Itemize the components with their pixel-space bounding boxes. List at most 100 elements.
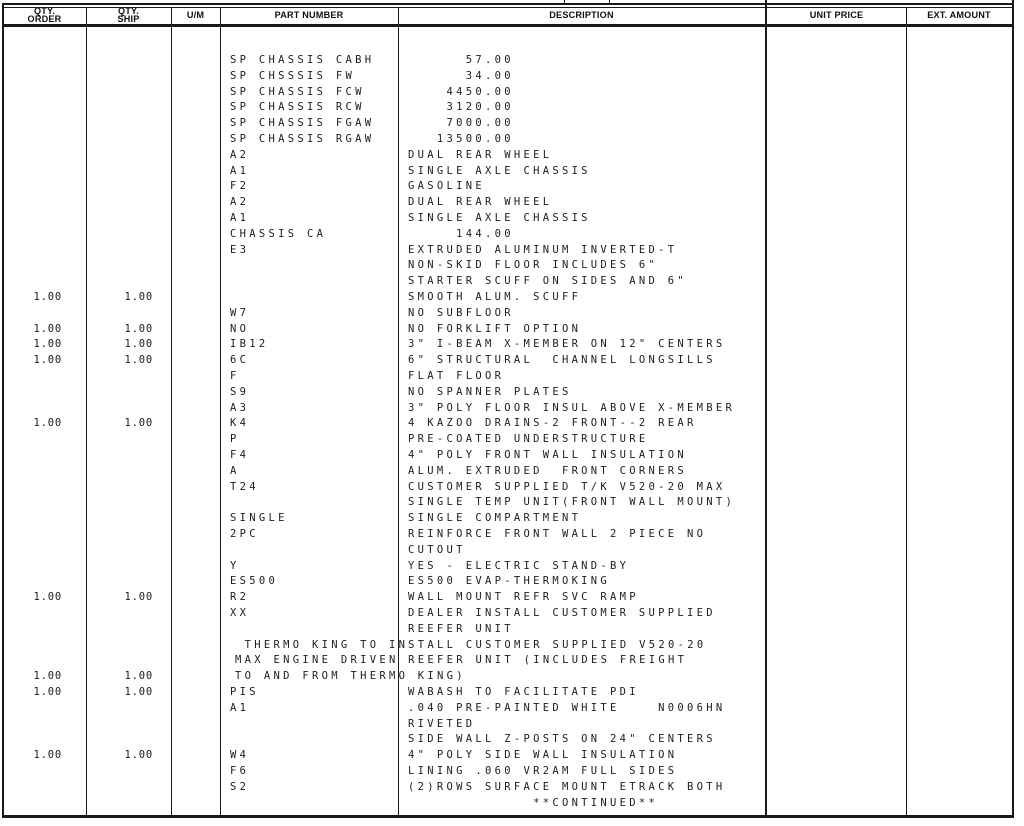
table-row: A1 SINGLE AXLE CHASSIS bbox=[0, 211, 1024, 227]
column-header-qty-order-line1: QTY. bbox=[33, 5, 56, 17]
description-cell: (2)ROWS SURFACE MOUNT ETRACK BOTH bbox=[408, 780, 726, 793]
table-row: F2 GASOLINE bbox=[0, 179, 1024, 195]
description-cell: NO SPANNER PLATES bbox=[408, 385, 572, 398]
table-row: A ALUM. EXTRUDED FRONT CORNERS bbox=[0, 464, 1024, 480]
part-number-cell: A2 bbox=[230, 148, 250, 161]
description-cell: 144.00 bbox=[408, 227, 514, 240]
part-number-cell: A1 bbox=[230, 164, 250, 177]
table-row: XX DEALER INSTALL CUSTOMER SUPPLIED bbox=[0, 606, 1024, 622]
part-number-cell: F2 bbox=[230, 180, 250, 193]
description-cell: 4" POLY SIDE WALL INSULATION bbox=[408, 749, 678, 762]
qty-ship-cell: 1.00 bbox=[124, 322, 153, 335]
table-row: 1.00 1.00 K4 4 KAZOO DRAINS-2 FRONT--2 REAR bbox=[0, 416, 1024, 432]
part-number-cell: SP CHSSSIS FW bbox=[230, 69, 356, 82]
description-cell: SINGLE AXLE CHASSIS bbox=[408, 212, 591, 224]
note-spanning-columns: TO AND FROM THERMO KING) bbox=[235, 670, 466, 683]
table-row: 1.00 1.00 R2 WALL MOUNT REFR SVC RAMP bbox=[0, 590, 1024, 606]
table-row: SP CHASSIS FGAW 7000.00 bbox=[0, 116, 1024, 132]
column-header-description-label: DESCRIPTION bbox=[549, 9, 614, 21]
description-cell: SMOOTH ALUM. SCUFF bbox=[408, 291, 582, 303]
description-cell: SINGLE COMPARTMENT bbox=[408, 512, 582, 525]
part-number-cell: A bbox=[230, 464, 240, 477]
part-number-cell: SP CHASSIS RCW bbox=[230, 101, 365, 114]
qty-order-cell: 1.00 bbox=[33, 749, 62, 762]
column-header-unit-price-label: UNIT PRICE bbox=[809, 9, 864, 21]
column-header-qty-ship: QTY. SHIP bbox=[88, 7, 170, 25]
description-cell: 34.00 bbox=[408, 69, 514, 82]
qty-order-cell: 1.00 bbox=[33, 591, 62, 604]
table-row: SP CHASSIS FCW 4450.00 bbox=[0, 85, 1024, 101]
column-header-part-number: PART NUMBER bbox=[224, 8, 395, 24]
part-number-cell: SP CHASSIS CABH bbox=[230, 54, 375, 66]
part-number-cell: PIS bbox=[230, 686, 259, 698]
description-cell: **CONTINUED** bbox=[408, 796, 659, 809]
table-row: P PRE-COATED UNDERSTRUCTURE bbox=[0, 432, 1024, 448]
table-row: REEFER UNIT bbox=[0, 622, 1024, 638]
description-cell: STARTER SCUFF ON SIDES AND 6" bbox=[408, 275, 688, 288]
column-divider-part-number bbox=[398, 7, 399, 818]
note-spanning-columns: MAX ENGINE DRIVEN REEFER UNIT (INCLUDES … bbox=[235, 654, 688, 667]
description-cell: 3" POLY FLOOR INSUL ABOVE X-MEMBER bbox=[408, 401, 736, 414]
table-row: SP CHASSIS RGAW 13500.00 bbox=[0, 132, 1024, 148]
table-row: A3 3" POLY FLOOR INSUL ABOVE X-MEMBER bbox=[0, 401, 1024, 417]
qty-ship-cell: 1.00 bbox=[124, 417, 153, 430]
table-row: F FLAT FLOOR bbox=[0, 369, 1024, 385]
table-row: MAX ENGINE DRIVEN REEFER UNIT (INCLUDES … bbox=[0, 653, 1024, 669]
column-divider-ext-amount bbox=[906, 7, 907, 818]
table-row: S2 (2)ROWS SURFACE MOUNT ETRACK BOTH bbox=[0, 780, 1024, 796]
description-cell: 4" POLY FRONT WALL INSULATION bbox=[408, 449, 688, 461]
table-row: Y YES - ELECTRIC STAND-BY bbox=[0, 559, 1024, 575]
description-cell: 57.00 bbox=[408, 54, 514, 66]
table-left-border bbox=[2, 3, 4, 818]
table-row: 1.00 1.00 SMOOTH ALUM. SCUFF bbox=[0, 290, 1024, 306]
part-number-cell: A3 bbox=[230, 401, 250, 414]
part-number-cell: A1 bbox=[230, 701, 250, 714]
description-cell: NON-SKID FLOOR INCLUDES 6" bbox=[408, 259, 659, 272]
table-row: F4 4" POLY FRONT WALL INSULATION bbox=[0, 448, 1024, 464]
part-number-cell: P bbox=[230, 433, 240, 446]
qty-ship-cell: 1.00 bbox=[124, 686, 153, 698]
table-row: SINGLE TEMP UNIT(FRONT WALL MOUNT) bbox=[0, 495, 1024, 511]
column-header-unit-price: UNIT PRICE bbox=[770, 8, 903, 24]
table-row: A2 DUAL REAR WHEEL bbox=[0, 195, 1024, 211]
table-row: SINGLE SINGLE COMPARTMENT bbox=[0, 511, 1024, 527]
description-cell: NO FORKLIFT OPTION bbox=[408, 322, 582, 335]
description-cell: PRE-COATED UNDERSTRUCTURE bbox=[408, 433, 649, 446]
description-cell: REEFER UNIT bbox=[408, 622, 514, 635]
qty-order-cell: 1.00 bbox=[33, 338, 62, 351]
column-header-qty-ship-line2: SHIP bbox=[117, 14, 140, 25]
description-cell: EXTRUDED ALUMINUM INVERTED-T bbox=[408, 243, 678, 256]
part-number-cell: E3 bbox=[230, 243, 250, 256]
part-number-cell: R2 bbox=[230, 591, 250, 604]
qty-ship-cell: 1.00 bbox=[124, 749, 153, 762]
table-row: 1.00 1.00 W4 4" POLY SIDE WALL INSULATION bbox=[0, 748, 1024, 764]
note-spanning-columns: THERMO KING TO INSTALL CUSTOMER SUPPLIED… bbox=[235, 638, 707, 651]
qty-ship-cell: 1.00 bbox=[124, 591, 153, 604]
description-cell: SINGLE TEMP UNIT(FRONT WALL MOUNT) bbox=[408, 496, 736, 509]
description-cell: RIVETED bbox=[408, 717, 476, 730]
table-row: 2PC REINFORCE FRONT WALL 2 PIECE NO bbox=[0, 527, 1024, 543]
description-cell: CUTOUT bbox=[408, 543, 466, 556]
qty-order-cell: 1.00 bbox=[33, 417, 62, 430]
description-cell: DUAL REAR WHEEL bbox=[408, 196, 553, 209]
column-divider-um bbox=[220, 7, 221, 818]
table-row: 1.00 1.00 6C 6" STRUCTURAL CHANNEL LONGSILL… bbox=[0, 353, 1024, 369]
table-row: 1.00 1.00 TO AND FROM THERMO KING) bbox=[0, 669, 1024, 685]
description-cell: WALL MOUNT REFR SVC RAMP bbox=[408, 591, 639, 604]
top-crop-tick bbox=[564, 0, 565, 4]
top-crop-line bbox=[2, 3, 1014, 5]
table-row: SIDE WALL Z-POSTS ON 24" CENTERS bbox=[0, 732, 1024, 748]
description-cell: 3120.00 bbox=[408, 101, 514, 114]
column-header-qty-order: QTY. ORDER bbox=[5, 5, 85, 24]
table-row: S9 NO SPANNER PLATES bbox=[0, 385, 1024, 401]
table-header-bottom-border bbox=[2, 24, 1014, 27]
description-cell: 6" STRUCTURAL CHANNEL LONGSILLS bbox=[408, 354, 716, 367]
qty-order-cell: 1.00 bbox=[33, 686, 62, 698]
part-number-cell: A2 bbox=[230, 196, 250, 209]
table-row: A2 DUAL REAR WHEEL bbox=[0, 148, 1024, 164]
description-cell: 3" I-BEAM X-MEMBER ON 12" CENTERS bbox=[408, 338, 726, 351]
part-number-cell: F6 bbox=[230, 765, 250, 777]
column-header-description: DESCRIPTION bbox=[405, 8, 757, 24]
table-row: 1.00 1.00 IB12 3" I-BEAM X-MEMBER ON 12" CE… bbox=[0, 337, 1024, 353]
